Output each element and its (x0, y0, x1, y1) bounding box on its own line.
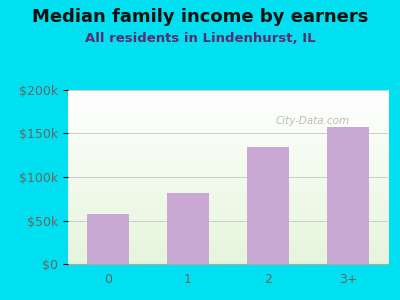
Bar (247, 146, 289, 264)
Bar (167, 193, 209, 264)
Bar (247, 146, 289, 264)
Bar (327, 127, 369, 264)
Text: Median family income by earners: Median family income by earners (32, 8, 368, 26)
Bar (327, 127, 369, 264)
Bar (87, 214, 129, 264)
Text: All residents in Lindenhurst, IL: All residents in Lindenhurst, IL (85, 32, 315, 44)
Text: City-Data.com: City-Data.com (276, 116, 350, 126)
Bar (167, 193, 209, 264)
Bar (87, 214, 129, 264)
